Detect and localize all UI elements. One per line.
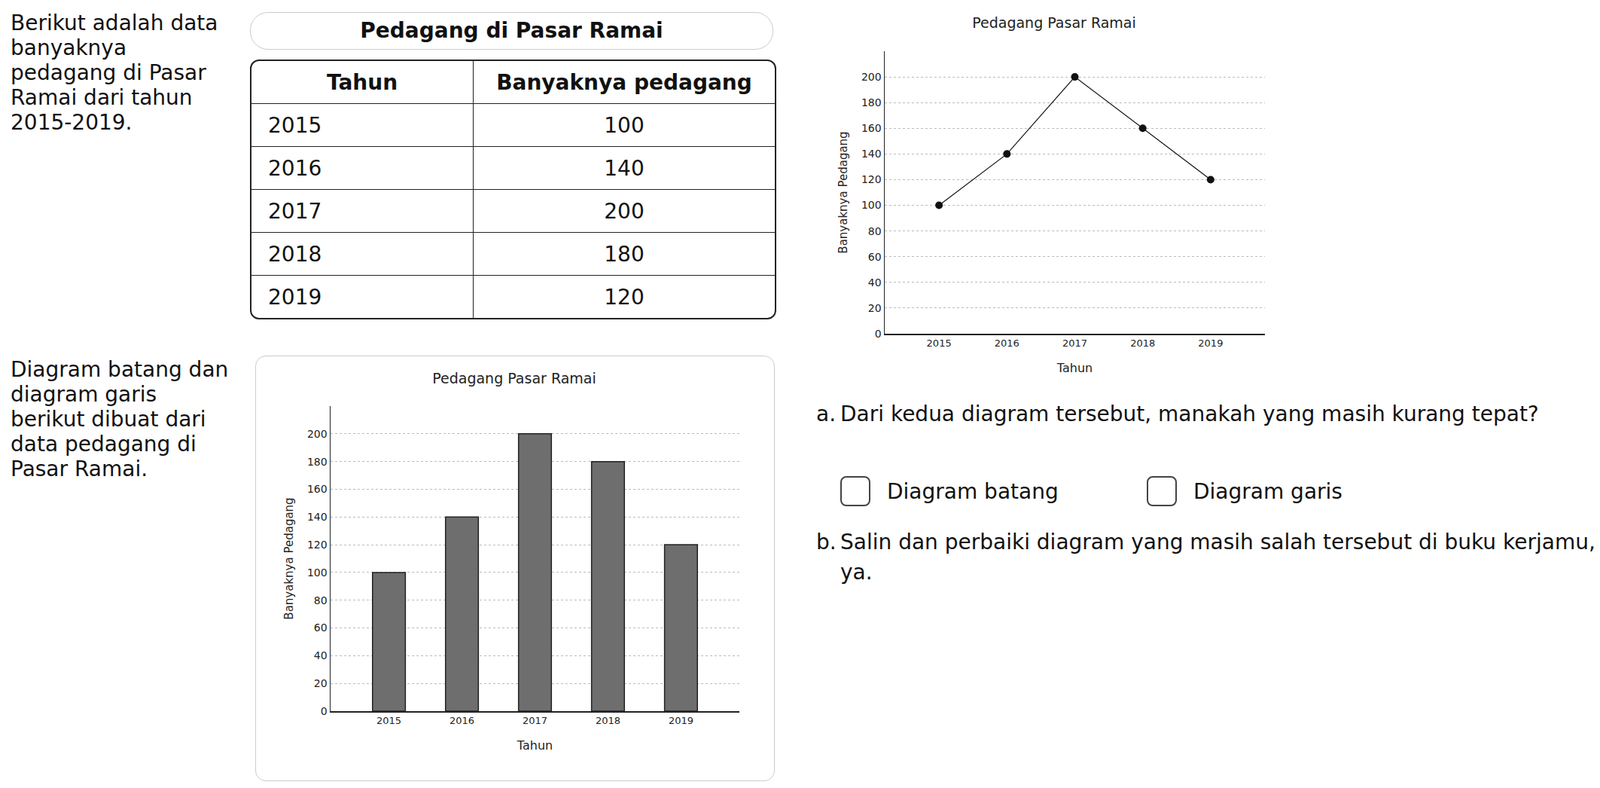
- svg-text:2015: 2015: [926, 337, 952, 349]
- svg-text:Pedagang Pasar Ramai: Pedagang Pasar Ramai: [432, 369, 597, 387]
- svg-text:120: 120: [307, 538, 328, 551]
- svg-text:2017: 2017: [1062, 337, 1088, 349]
- svg-text:Pedagang Pasar Ramai: Pedagang Pasar Ramai: [972, 14, 1137, 31]
- svg-text:2016: 2016: [994, 337, 1020, 349]
- svg-text:2018: 2018: [595, 714, 621, 726]
- html-text:120: 120: [604, 284, 645, 310]
- html-text:180: 180: [604, 241, 645, 267]
- html-text:Diagram batang: Diagram batang: [886, 478, 1059, 504]
- svg-text:2016: 2016: [449, 714, 475, 726]
- svg-text:100: 100: [307, 566, 328, 579]
- html-text:Diagram garis: Diagram garis: [1193, 478, 1343, 504]
- html-text:Pedagang di Pasar Ramai: Pedagang di Pasar Ramai: [360, 18, 664, 43]
- svg-text:2019: 2019: [1197, 337, 1223, 349]
- svg-text:120: 120: [861, 173, 882, 186]
- html-text:Berikut adalah data banyaknya: Berikut adalah data banyaknya pedagang d…: [10, 10, 218, 135]
- svg-text:60: 60: [868, 250, 882, 263]
- svg-text:140: 140: [861, 147, 882, 160]
- html-text:b. Salin dan perbaiki diagram: b. Salin dan perbaiki diagram yang masih…: [816, 529, 1596, 585]
- svg-text:20: 20: [868, 301, 882, 314]
- html-text:a. Dari kedua diagram tersebut: a. Dari kedua diagram tersebut, manakah …: [816, 401, 1539, 427]
- svg-text:40: 40: [868, 276, 882, 289]
- svg-text:Tahun: Tahun: [516, 737, 553, 753]
- svg-text:0: 0: [874, 327, 882, 340]
- html-text:2017: 2017: [268, 198, 322, 224]
- svg-text:2019: 2019: [668, 714, 694, 726]
- svg-text:Banyaknya Pedagang: Banyaknya Pedagang: [282, 496, 296, 619]
- svg-text:40: 40: [313, 649, 328, 662]
- svg-text:200: 200: [861, 70, 882, 83]
- svg-text:Banyaknya Pedagang: Banyaknya Pedagang: [836, 131, 851, 253]
- html-text:Tahun: Tahun: [326, 69, 398, 95]
- svg-text:180: 180: [307, 455, 328, 468]
- html-text:100: 100: [604, 112, 645, 138]
- svg-text:80: 80: [868, 225, 882, 238]
- svg-text:140: 140: [307, 510, 328, 523]
- html-text:2015: 2015: [268, 112, 322, 138]
- svg-text:180: 180: [861, 96, 882, 109]
- svg-text:160: 160: [861, 121, 882, 135]
- html-text:2018: 2018: [268, 241, 322, 267]
- svg-text:60: 60: [313, 621, 328, 634]
- html-text:200: 200: [604, 198, 645, 224]
- svg-text:2015: 2015: [376, 714, 402, 726]
- svg-text:100: 100: [861, 198, 882, 211]
- html-text:140: 140: [604, 155, 645, 181]
- svg-text:200: 200: [307, 427, 328, 440]
- html-text:2016: 2016: [268, 155, 322, 181]
- html-text:Banyaknya pedagang: Banyaknya pedagang: [496, 69, 753, 95]
- svg-text:2018: 2018: [1130, 337, 1156, 349]
- svg-text:Tahun: Tahun: [1056, 360, 1093, 375]
- svg-text:20: 20: [313, 676, 328, 689]
- svg-text:80: 80: [313, 594, 328, 607]
- html-text:Diagram batang dan diagram gar: Diagram batang dan diagram garis berikut…: [10, 356, 229, 482]
- svg-text:0: 0: [320, 704, 328, 717]
- html-text:2019: 2019: [268, 284, 322, 310]
- svg-text:2017: 2017: [522, 714, 548, 726]
- svg-text:160: 160: [307, 482, 328, 495]
